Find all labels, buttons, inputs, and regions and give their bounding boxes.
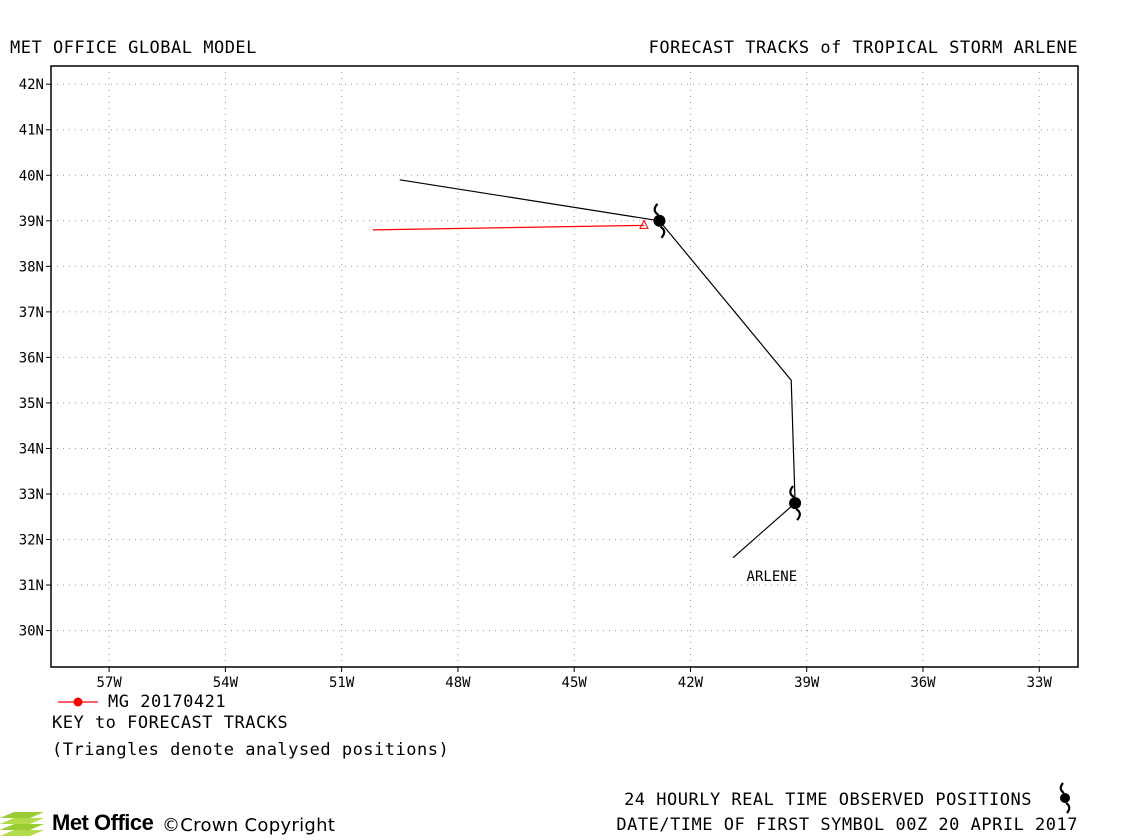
key-title: KEY to FORECAST TRACKS: [52, 713, 289, 733]
chart-grid: [51, 66, 1078, 667]
hurricane-symbol-icon: [653, 203, 666, 239]
y-tick-label: 42N: [19, 77, 44, 93]
x-tick-label: 51W: [329, 675, 355, 691]
hurricane-eye: [789, 497, 802, 510]
axis-tick-labels: 57W 54W 51W 48W 45W 42W 39W 36W 33W 30N 31N 32N 33N 3…: [19, 77, 1053, 691]
storm-name-label: ARLENE: [747, 569, 798, 585]
hurricane-arm: [653, 203, 660, 216]
header-left-title: MET OFFICE GLOBAL MODEL: [10, 38, 257, 58]
hurricane-symbol-icon: [789, 485, 802, 521]
x-tick-label: 54W: [213, 675, 239, 691]
y-tick-label: 35N: [19, 396, 44, 412]
legend-marker: [58, 697, 98, 707]
met-office-logo-icon: [0, 812, 44, 836]
y-tick-label: 33N: [19, 487, 44, 503]
y-tick-label: 34N: [19, 441, 44, 457]
observed-positions-label: 24 HOURLY REAL TIME OBSERVED POSITIONS: [624, 790, 1032, 810]
first-symbol-date-label: DATE/TIME OF FIRST SYMBOL 00Z 20 APRIL 2…: [616, 815, 1078, 835]
hurricane-arm: [789, 485, 795, 499]
x-tick-label: 39W: [794, 675, 820, 691]
forecast-track-line: [372, 224, 644, 231]
y-tick-label: 39N: [19, 214, 44, 230]
x-tick-label: 36W: [910, 675, 936, 691]
x-tick-label: 48W: [445, 675, 471, 691]
y-tick-label: 40N: [19, 168, 44, 184]
observed-track-line: [399, 179, 796, 559]
hurricane-arm: [659, 225, 666, 239]
x-tick-label: 57W: [96, 675, 122, 691]
hurricane-arm: [795, 508, 801, 521]
x-tick-label: 33W: [1027, 675, 1053, 691]
met-office-logo-text: Met Office: [52, 810, 154, 835]
analysed-position-triangle: [639, 219, 649, 229]
y-tick-label: 41N: [19, 123, 44, 139]
y-tick-label: 36N: [19, 350, 44, 366]
y-tick-label: 38N: [19, 259, 44, 275]
storm-symbols: [653, 203, 802, 521]
y-tick-label: 37N: [19, 305, 44, 321]
track-series: [372, 179, 796, 559]
hurricane-eye: [653, 214, 666, 227]
legend-series-label: MG 20170421: [108, 692, 227, 712]
x-tick-label: 45W: [562, 675, 588, 691]
y-tick-label: 30N: [19, 624, 44, 640]
y-tick-label: 32N: [19, 533, 44, 549]
plot-frame: [50, 65, 1079, 668]
copyright-notice: ©Crown Copyright: [162, 815, 336, 836]
hurricane-symbol-icon: [1059, 782, 1071, 814]
header-right-title: FORECAST TRACKS of TROPICAL STORM ARLENE: [648, 38, 1078, 58]
chart-annotations: ARLENE: [747, 569, 798, 585]
key-note: (Triangles denote analysed positions): [52, 740, 450, 760]
y-tick-label: 31N: [19, 578, 44, 594]
x-tick-label: 42W: [678, 675, 704, 691]
